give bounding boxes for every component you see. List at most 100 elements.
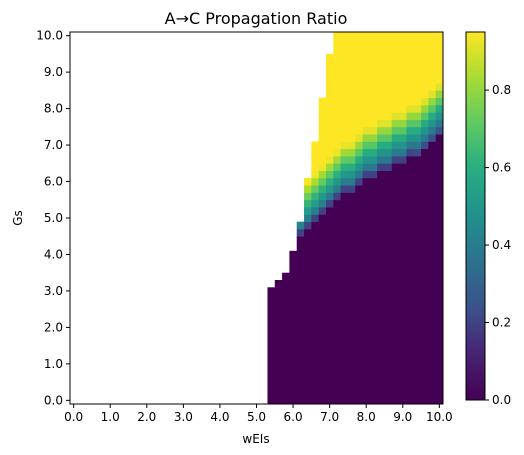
heatmap-cell <box>428 272 437 281</box>
heatmap-cell <box>282 367 290 376</box>
heatmap-cell <box>406 228 415 237</box>
y-tick-label: 1.0 <box>44 357 63 371</box>
heatmap-cell <box>391 192 400 201</box>
heatmap-cell <box>355 199 363 208</box>
heatmap-cell <box>311 323 320 332</box>
heatmap-cell <box>413 61 422 69</box>
colorbar <box>465 31 486 401</box>
heatmap-cell <box>384 148 393 157</box>
heatmap-cell <box>347 32 356 40</box>
heatmap-cell <box>362 221 371 230</box>
heatmap-cell <box>435 163 444 171</box>
heatmap-cell <box>340 250 349 259</box>
heatmap-cell <box>399 214 407 223</box>
heatmap-cell <box>347 382 356 390</box>
heatmap-cell <box>421 75 429 84</box>
heatmap-cell <box>333 374 341 383</box>
heatmap-cell <box>391 280 400 288</box>
heatmap-cell <box>384 170 393 179</box>
heatmap-cell <box>318 250 327 259</box>
heatmap-cell <box>428 170 437 179</box>
heatmap-cell <box>311 360 320 368</box>
heatmap-cell <box>413 396 422 405</box>
heatmap-cell <box>369 236 378 244</box>
heatmap-cell <box>318 214 327 223</box>
heatmap-cell <box>296 228 305 237</box>
heatmap-cell <box>355 156 363 164</box>
colorbar-tick-label: 0.4 <box>492 238 511 252</box>
heatmap-cell <box>421 389 429 398</box>
heatmap-cell <box>413 156 422 164</box>
heatmap-cell <box>304 382 312 390</box>
heatmap-cell <box>325 396 334 405</box>
heatmap-cell <box>435 104 444 113</box>
heatmap-cell <box>384 32 393 40</box>
heatmap-cell <box>435 97 444 106</box>
heatmap-cell <box>318 301 327 310</box>
heatmap-cell <box>384 243 393 252</box>
heatmap-cell <box>304 221 312 230</box>
heatmap-cell <box>377 258 385 266</box>
heatmap-cell <box>421 367 429 376</box>
heatmap-cell <box>384 90 393 99</box>
heatmap-cell <box>435 228 444 237</box>
heatmap-cell <box>333 309 341 317</box>
heatmap-cell <box>399 170 407 179</box>
y-tick-label: 6.0 <box>44 175 63 189</box>
heatmap-cell <box>413 75 422 84</box>
heatmap-cell <box>333 97 341 106</box>
heatmap-cell <box>421 396 429 405</box>
heatmap-cell <box>340 294 349 303</box>
heatmap-cell <box>399 177 407 186</box>
heatmap-cell <box>267 323 276 332</box>
heatmap-cell <box>340 90 349 99</box>
heatmap-cell <box>296 389 305 398</box>
x-tick-label: 3.0 <box>174 410 193 424</box>
heatmap-cell <box>355 374 363 383</box>
heatmap-cell <box>340 185 349 193</box>
heatmap-cell <box>340 39 349 47</box>
heatmap-cell <box>282 272 290 281</box>
heatmap-cell <box>399 141 407 150</box>
heatmap-cell <box>355 148 363 157</box>
heatmap-cell <box>399 68 407 77</box>
heatmap-cell <box>362 309 371 317</box>
heatmap-cell <box>377 119 385 128</box>
heatmap-cell <box>435 316 444 325</box>
heatmap-cell <box>311 156 320 164</box>
heatmap-cell <box>399 39 407 47</box>
heatmap-cell <box>391 294 400 303</box>
heatmap-cell <box>428 352 437 361</box>
heatmap-cell <box>391 207 400 215</box>
heatmap-cell <box>377 97 385 106</box>
heatmap-cell <box>428 360 437 368</box>
heatmap-cell <box>406 39 415 47</box>
heatmap-cell <box>274 374 283 383</box>
heatmap-cell <box>391 352 400 361</box>
heatmap-cell <box>325 53 334 62</box>
heatmap-cell <box>333 367 341 376</box>
heatmap-cell <box>377 141 385 150</box>
heatmap-cell <box>391 258 400 266</box>
heatmap-cell <box>406 156 415 164</box>
heatmap-cell <box>340 323 349 332</box>
heatmap-cell <box>435 61 444 69</box>
heatmap-cell <box>377 126 385 135</box>
heatmap-cell <box>377 112 385 120</box>
heatmap-cell <box>421 141 429 150</box>
heatmap-cell <box>325 61 334 69</box>
heatmap-cell <box>377 250 385 259</box>
heatmap-cell <box>391 126 400 135</box>
heatmap-cell <box>340 141 349 150</box>
heatmap-cell <box>289 345 298 354</box>
heatmap-cell <box>325 316 334 325</box>
heatmap-cell <box>384 104 393 113</box>
heatmap-cell <box>318 177 327 186</box>
heatmap-cell <box>435 396 444 405</box>
heatmap-cell <box>304 396 312 405</box>
heatmap-cell <box>355 214 363 223</box>
heatmap-cell <box>399 119 407 128</box>
heatmap-cell <box>333 53 341 62</box>
heatmap-cell <box>421 243 429 252</box>
heatmap-cell <box>377 287 385 295</box>
